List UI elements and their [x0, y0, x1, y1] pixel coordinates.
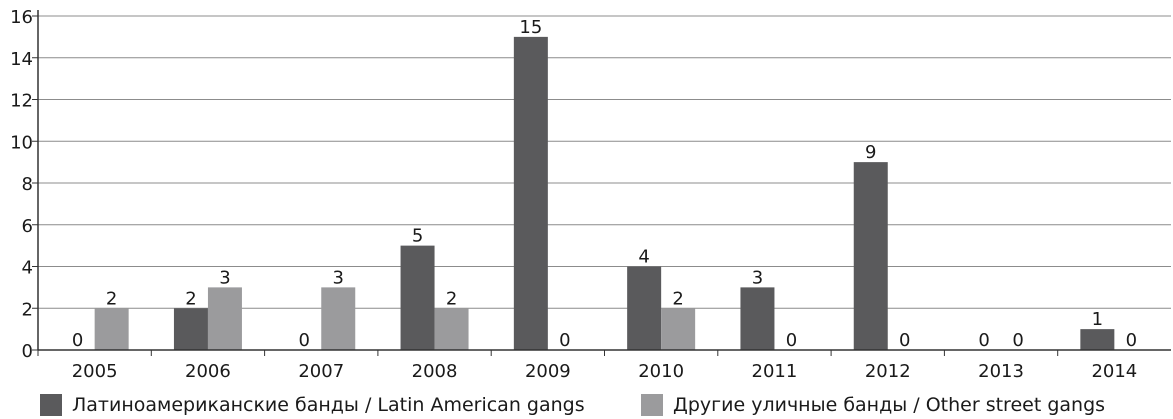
bar-other-street — [207, 287, 242, 350]
legend-swatch-latin-american — [40, 394, 62, 416]
data-label-latin-american: 0 — [72, 330, 83, 351]
data-label-latin-american: 3 — [752, 267, 763, 288]
y-tick-label: 0 — [22, 341, 33, 362]
bar-latin-american — [853, 162, 888, 350]
data-label-other-street: 2 — [446, 288, 457, 309]
y-tick-label: 16 — [10, 7, 33, 28]
x-tick-label: 2012 — [865, 361, 911, 382]
data-label-other-street: 0 — [786, 330, 797, 351]
legend-label-other-street: Другие уличные банды / Other street gang… — [673, 394, 1106, 416]
bar-latin-american — [627, 266, 662, 350]
data-labels: 0 2 2 3 0 3 5 2 15 0 4 2 3 0 9 0 0 0 1 0 — [72, 17, 1137, 351]
x-tick-label: 2011 — [752, 361, 798, 382]
data-label-other-street: 3 — [219, 267, 230, 288]
x-tick-label: 2005 — [72, 361, 118, 382]
legend-swatch-other-street — [641, 394, 663, 416]
data-label-latin-american: 0 — [299, 330, 310, 351]
legend-item-latin-american: Латиноамериканские банды / Latin America… — [40, 394, 585, 416]
y-tick-label: 14 — [10, 49, 33, 70]
data-label-other-street: 0 — [559, 330, 570, 351]
data-label-other-street: 0 — [899, 330, 910, 351]
y-tick-label: 10 — [10, 132, 33, 153]
bar-latin-american — [1080, 329, 1115, 350]
y-tick-label: 8 — [22, 174, 33, 195]
x-tick-label: 2006 — [185, 361, 231, 382]
data-label-latin-american: 1 — [1092, 309, 1103, 330]
y-tick-label: 2 — [22, 299, 33, 320]
data-label-latin-american: 5 — [412, 226, 423, 247]
bar-latin-american — [740, 287, 775, 350]
x-tick-label: 2008 — [412, 361, 458, 382]
x-tick-label: 2009 — [525, 361, 571, 382]
legend-label-latin-american: Латиноамериканские банды / Latin America… — [72, 394, 585, 416]
data-label-latin-american: 2 — [185, 288, 196, 309]
data-label-latin-american: 0 — [978, 330, 989, 351]
data-label-other-street: 2 — [672, 288, 683, 309]
data-label-latin-american: 9 — [865, 142, 876, 163]
x-tick-label: 2010 — [638, 361, 684, 382]
data-label-latin-american: 15 — [519, 17, 542, 38]
bar-latin-american — [400, 245, 435, 350]
data-label-latin-american: 4 — [638, 247, 649, 268]
bar-latin-american — [513, 36, 548, 350]
data-label-other-street: 0 — [1126, 330, 1137, 351]
x-tick-label: 2013 — [978, 361, 1024, 382]
data-label-other-street: 2 — [106, 288, 117, 309]
x-tick-label: 2007 — [298, 361, 344, 382]
bar-other-street — [661, 308, 696, 350]
bar-other-street — [321, 287, 356, 350]
y-tick-label: 4 — [22, 258, 33, 279]
x-tick-label: 2014 — [1091, 361, 1137, 382]
gridlines — [38, 15, 1171, 309]
y-tick-label: 12 — [10, 91, 33, 112]
bar-latin-american — [173, 308, 208, 350]
legend-item-other-street: Другие уличные банды / Other street gang… — [641, 394, 1105, 416]
bars — [94, 36, 1115, 350]
y-tick-label: 6 — [22, 216, 33, 237]
data-label-other-street: 0 — [1012, 330, 1023, 351]
bar-other-street — [434, 308, 469, 350]
data-label-other-street: 3 — [333, 267, 344, 288]
bar-other-street — [94, 308, 129, 350]
